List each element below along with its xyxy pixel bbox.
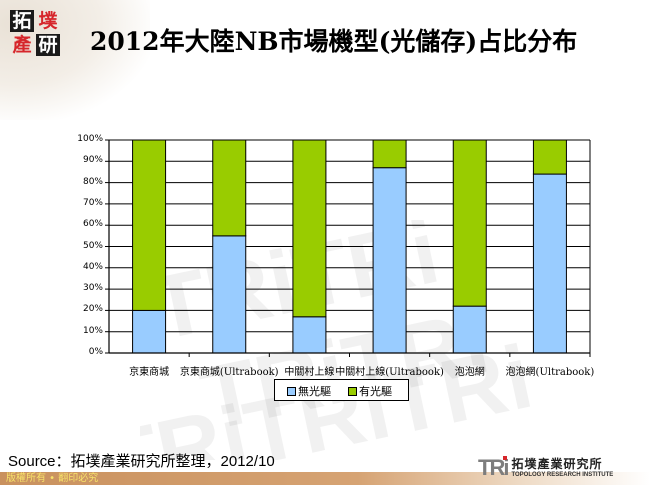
page-title: 2012年大陸NB市場機型(光儲存)占比分布 bbox=[90, 27, 578, 56]
logo-char: 研 bbox=[36, 34, 60, 56]
logo: 拓 墣 產 研 bbox=[10, 10, 62, 58]
bar-segment bbox=[292, 139, 327, 318]
x-tick-label: 泡泡網 bbox=[454, 367, 485, 378]
bar-segment bbox=[452, 305, 487, 354]
bar-segment bbox=[212, 235, 247, 354]
org-name-en: TOPOLOGY RESEARCH INSTITUTE bbox=[511, 472, 614, 478]
logo-char: 拓 bbox=[10, 10, 34, 32]
stacked-bar-chart bbox=[105, 139, 591, 357]
x-tick-label: 中關村上線 bbox=[284, 367, 335, 378]
y-tick-label: 10% bbox=[82, 325, 103, 336]
bar-segment bbox=[372, 139, 407, 169]
y-tick-label: 90% bbox=[82, 155, 103, 166]
legend-swatch-blue bbox=[287, 386, 296, 396]
bar-segment bbox=[212, 139, 247, 237]
x-tick-label: 京東商城(Ultrabook) bbox=[179, 367, 279, 378]
y-tick-label: 30% bbox=[82, 283, 103, 294]
legend-item-with-drive: 有光驅 bbox=[348, 383, 392, 399]
y-tick-label: 60% bbox=[82, 219, 103, 230]
bar-segment bbox=[292, 316, 327, 354]
x-tick-label: 中關村上線(Ultrabook) bbox=[335, 367, 444, 378]
y-tick-label: 50% bbox=[82, 240, 103, 251]
y-tick-label: 80% bbox=[82, 176, 103, 187]
legend-item-no-drive: 無光驅 bbox=[287, 383, 331, 399]
bar-segment bbox=[532, 173, 567, 354]
legend-label: 無光驅 bbox=[298, 385, 331, 398]
y-tick-label: 100% bbox=[77, 134, 103, 144]
y-tick-label: 70% bbox=[82, 197, 103, 208]
copyright-notice: 版權所有 • 翻印必究 bbox=[6, 473, 99, 484]
chart-legend: 無光驅 有光驅 bbox=[274, 379, 409, 401]
y-tick-label: 0% bbox=[88, 347, 103, 357]
source-note: Source：拓墣產業研究所整理，2012/10 bbox=[8, 453, 275, 470]
x-tick-label: 泡泡網(Ultrabook) bbox=[505, 367, 595, 378]
tri-logo-icon: TRi bbox=[478, 455, 509, 480]
org-logo: TRi 拓墣產業研究所 TOPOLOGY RESEARCH INSTITUTE bbox=[478, 455, 613, 481]
logo-char: 產 bbox=[12, 34, 32, 56]
legend-label: 有光驅 bbox=[359, 385, 392, 398]
y-tick-label: 20% bbox=[82, 304, 103, 315]
bar-segment bbox=[132, 309, 167, 354]
x-tick-label: 京東商城 bbox=[129, 367, 170, 378]
y-tick-label: 40% bbox=[82, 261, 103, 272]
logo-char: 墣 bbox=[38, 10, 58, 32]
legend-swatch-green bbox=[348, 386, 357, 396]
axes bbox=[105, 139, 591, 357]
bar-segment bbox=[372, 167, 407, 354]
bar-segment bbox=[132, 139, 167, 311]
footer-bar bbox=[0, 472, 650, 485]
bar-segment bbox=[532, 139, 567, 175]
org-name-cn: 拓墣產業研究所 bbox=[511, 457, 603, 471]
gridlines bbox=[109, 139, 591, 353]
bar-segment bbox=[452, 139, 487, 307]
